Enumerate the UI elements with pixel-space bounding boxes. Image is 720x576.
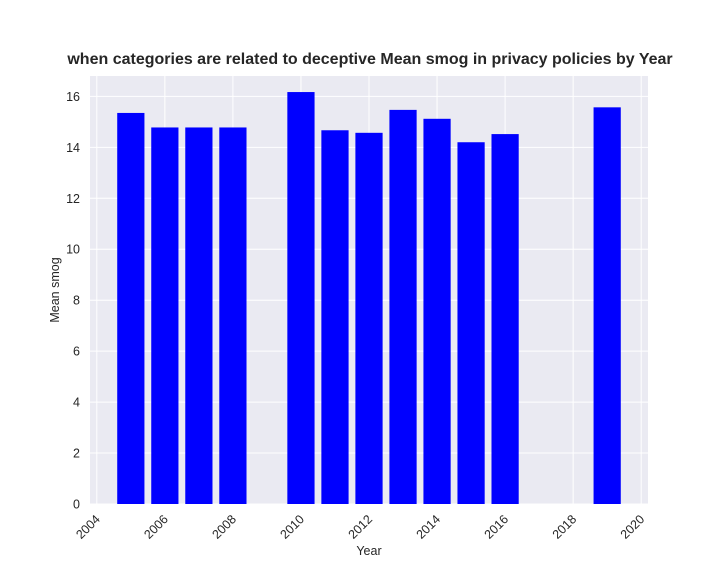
x-axis-label: Year [356, 544, 381, 558]
bar-2012 [355, 132, 383, 505]
x-tick-label: 2006 [141, 512, 171, 542]
x-tick-label: 2018 [550, 512, 580, 542]
x-tick-label: 2008 [209, 512, 239, 542]
y-tick-label: 4 [73, 396, 80, 410]
bar-2014 [423, 118, 451, 505]
bar-2005 [117, 112, 145, 504]
y-tick-label: 2 [73, 447, 80, 461]
y-axis-ticks: 0 2 4 6 8 10 12 14 16 [66, 90, 80, 512]
y-tick-label: 0 [73, 498, 80, 512]
y-tick-label: 8 [73, 294, 80, 308]
bar-2008 [219, 127, 247, 504]
bars [117, 92, 621, 505]
y-tick-label: 6 [73, 345, 80, 359]
y-tick-label: 16 [66, 90, 80, 104]
y-tick-label: 10 [66, 243, 80, 257]
chart-title: when categories are related to deceptive… [66, 51, 672, 68]
x-tick-label: 2016 [482, 512, 512, 542]
bar-2007 [185, 127, 213, 504]
x-tick-label: 2010 [278, 512, 308, 542]
bar-2016 [491, 134, 519, 505]
x-tick-label: 2020 [618, 512, 648, 542]
x-tick-label: 2012 [346, 512, 376, 542]
bar-2019 [593, 107, 621, 504]
x-axis-ticks: 2004 2006 2008 2010 2012 2014 2016 2018 2020 [73, 512, 647, 542]
bar-2015 [457, 142, 485, 504]
y-tick-label: 12 [66, 192, 80, 206]
y-tick-label: 14 [66, 141, 80, 155]
x-tick-label: 2004 [73, 512, 103, 542]
bar-2013 [389, 109, 417, 504]
bar-2006 [151, 127, 179, 504]
bar-2010 [287, 92, 315, 505]
bar-2011 [321, 130, 349, 504]
y-axis-label: Mean smog [48, 257, 62, 322]
x-tick-label: 2014 [414, 512, 444, 542]
